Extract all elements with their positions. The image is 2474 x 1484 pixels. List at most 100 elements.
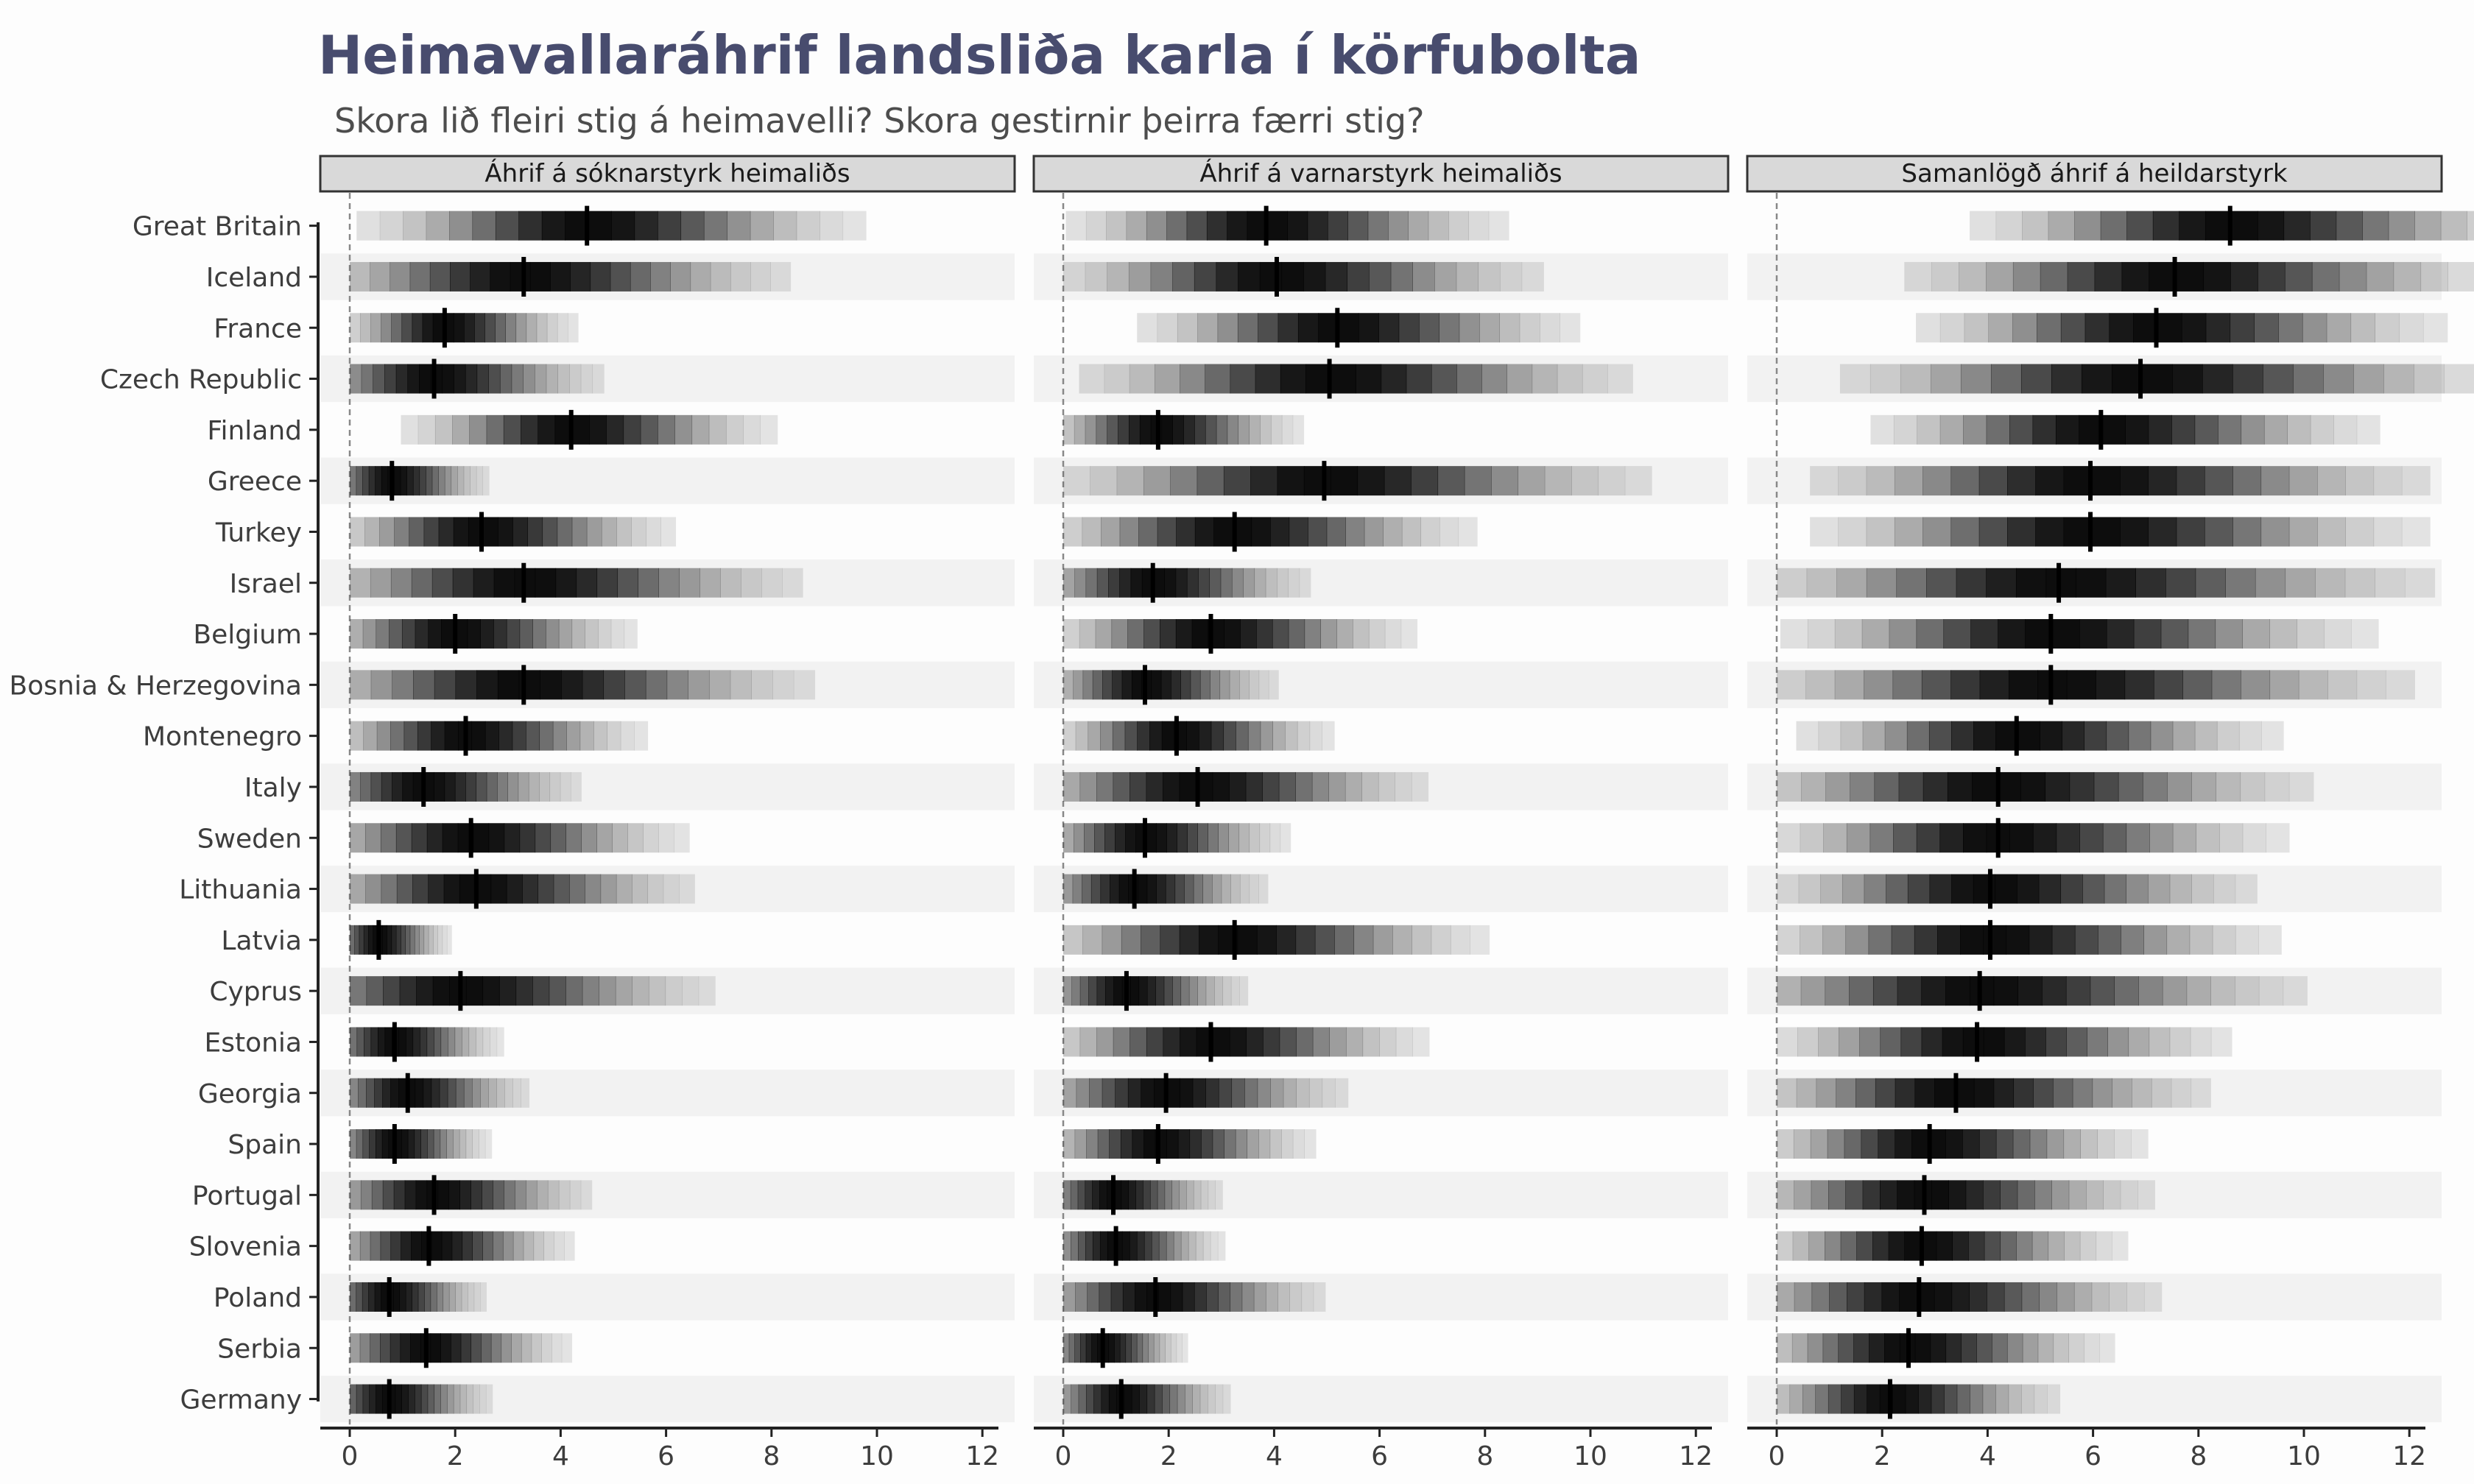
interval-segment xyxy=(539,771,551,802)
interval-segment xyxy=(2133,619,2162,649)
interval-segment xyxy=(1345,517,1365,547)
interval-segment xyxy=(645,670,668,700)
interval-segment xyxy=(557,364,570,394)
interval-segment xyxy=(523,1231,535,1261)
interval-segment xyxy=(2172,823,2197,853)
y-tick-label: Slovenia xyxy=(189,1232,302,1262)
interval-segment xyxy=(1090,874,1102,904)
interval-segment xyxy=(1796,721,1819,751)
interval-segment xyxy=(1995,211,2023,241)
interval-segment xyxy=(502,1231,514,1261)
interval-segment xyxy=(1992,1333,2008,1363)
interval-segment xyxy=(596,823,613,853)
interval-segment xyxy=(2128,1027,2150,1057)
interval-segment xyxy=(381,1282,388,1312)
interval-segment xyxy=(2091,466,2121,496)
interval-segment xyxy=(1216,414,1228,445)
interval-segment xyxy=(1166,211,1188,241)
interval-segment xyxy=(423,517,440,547)
interval-segment xyxy=(1303,466,1331,496)
interval-segment xyxy=(1777,925,1800,955)
interval-segment xyxy=(493,619,507,649)
interval-segment xyxy=(466,1384,473,1414)
y-tick-label: Turkey xyxy=(215,517,302,548)
interval-segment xyxy=(1984,1231,2001,1261)
interval-segment xyxy=(2060,874,2083,904)
interval-segment xyxy=(1995,1129,2014,1159)
interval-segment xyxy=(1165,1333,1171,1363)
interval-cyprus xyxy=(1777,971,2308,1011)
interval-segment xyxy=(1082,874,1092,904)
interval-segment xyxy=(1139,414,1152,445)
interval-segment xyxy=(679,568,700,598)
interval-segment xyxy=(568,874,585,904)
interval-segment xyxy=(1257,1078,1271,1108)
interval-segment xyxy=(1079,1027,1097,1057)
interval-segment xyxy=(1223,466,1251,496)
interval-segment xyxy=(1295,771,1313,802)
interval-segment xyxy=(1085,568,1098,598)
interval-segment xyxy=(1816,1078,1836,1108)
interval-segment xyxy=(658,414,675,445)
y-tick-label: Germany xyxy=(180,1385,302,1416)
interval-segment xyxy=(384,1027,392,1057)
interval-segment xyxy=(521,1078,530,1108)
interval-segment xyxy=(1840,721,1864,751)
interval-segment xyxy=(440,1027,448,1057)
interval-segment xyxy=(362,466,370,496)
interval-segment xyxy=(1063,670,1074,700)
interval-segment xyxy=(350,771,361,802)
interval-segment xyxy=(390,1231,401,1261)
interval-segment xyxy=(1231,568,1244,598)
interval-segment xyxy=(2283,976,2308,1006)
interval-segment xyxy=(1186,721,1199,751)
interval-segment xyxy=(1102,1333,1110,1363)
interval-segment xyxy=(422,313,434,343)
interval-segment xyxy=(1937,925,1961,955)
interval-segment xyxy=(1964,313,1990,343)
interval-segment xyxy=(534,364,547,394)
interval-segment xyxy=(471,1180,482,1210)
interval-segment xyxy=(1131,1333,1138,1363)
interval-segment xyxy=(1208,1180,1216,1210)
interval-segment xyxy=(1398,313,1420,343)
interval-segment xyxy=(1230,874,1241,904)
interval-segment xyxy=(2034,1384,2048,1414)
interval-segment xyxy=(2235,925,2259,955)
interval-segment xyxy=(2047,1384,2061,1414)
interval-segment xyxy=(1205,1078,1219,1108)
interval-segment xyxy=(1582,364,1608,394)
interval-segment xyxy=(1939,414,1964,445)
x-tick-label: 8 xyxy=(1476,1441,1493,1471)
interval-segment xyxy=(350,1384,357,1414)
interval-segment xyxy=(375,466,382,496)
interval-segment xyxy=(2079,414,2103,445)
interval-sweden xyxy=(1777,818,2290,858)
interval-segment xyxy=(1825,1231,1842,1261)
interval-segment xyxy=(499,364,512,394)
interval-segment xyxy=(665,976,683,1006)
interval-segment xyxy=(612,823,628,853)
interval-segment xyxy=(2000,1180,2018,1210)
interval-segment xyxy=(398,1078,408,1108)
interval-segment xyxy=(2191,874,2214,904)
interval-bosnia-herzegovina xyxy=(1063,665,1279,705)
interval-segment xyxy=(1092,670,1103,700)
interval-segment xyxy=(691,414,710,445)
interval-segment xyxy=(1811,1180,1829,1210)
interval-segment xyxy=(2167,771,2192,802)
interval-segment xyxy=(1934,1078,1955,1108)
interval-segment xyxy=(2133,313,2158,343)
interval-segment xyxy=(1128,261,1152,292)
interval-segment xyxy=(588,211,612,241)
interval-segment xyxy=(1895,1129,1912,1159)
interval-segment xyxy=(392,670,414,700)
interval-segment xyxy=(1269,1129,1282,1159)
interval-france xyxy=(1137,308,1581,348)
interval-segment xyxy=(370,771,382,802)
interval-segment xyxy=(1456,261,1479,292)
interval-segment xyxy=(2056,823,2080,853)
interval-segment xyxy=(1157,517,1177,547)
interval-segment xyxy=(504,1078,513,1108)
interval-segment xyxy=(1198,568,1210,598)
